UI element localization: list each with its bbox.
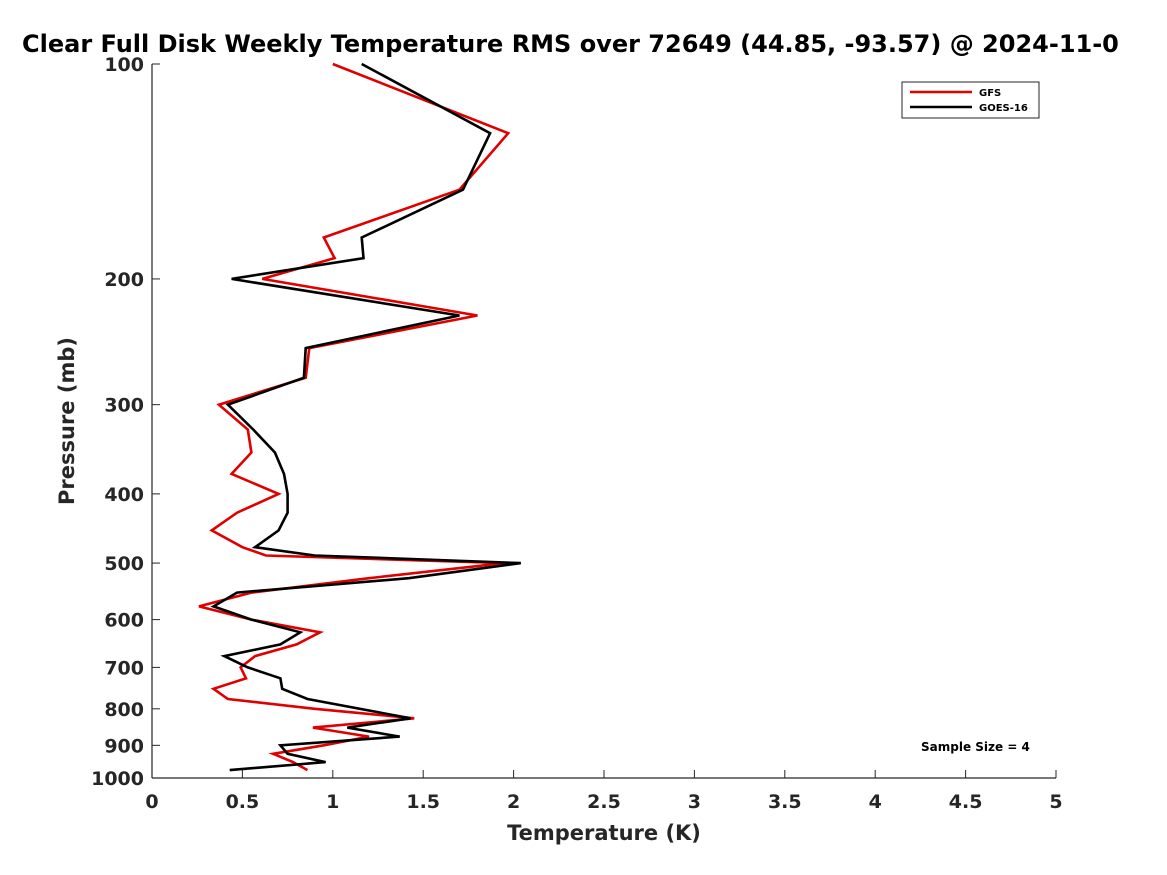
y-tick-label: 800 [104, 699, 144, 721]
y-axis-label: Pressure (mb) [55, 337, 79, 505]
x-tick-label: 2 [507, 791, 520, 813]
series-layer [198, 62, 521, 772]
legend-label-gfs: GFS [979, 88, 1001, 99]
legend-box [901, 81, 1040, 119]
x-tick-label: 4 [869, 791, 882, 813]
x-tick-label: 1 [326, 791, 339, 813]
y-tick-label: 100 [104, 54, 144, 76]
series-line-gfs [198, 62, 511, 772]
x-tick-label: 1.5 [406, 791, 440, 813]
y-tick-label: 200 [104, 269, 144, 291]
x-tick-label: 3 [688, 791, 701, 813]
sample-size-annotation: Sample Size = 4 [921, 740, 1030, 754]
plot-area [151, 64, 1056, 779]
x-axis-ticks: 0 0.5 1 1.5 2 2.5 3 3.5 4 4.5 5 [145, 770, 1063, 813]
y-tick-label: 700 [104, 657, 144, 679]
x-tick-label: 4.5 [949, 791, 983, 813]
x-tick-label: 3.5 [768, 791, 802, 813]
y-tick-label: 300 [104, 395, 144, 417]
y-tick-label: 900 [104, 735, 144, 757]
y-tick-label: 1000 [91, 768, 144, 790]
x-tick-label: 0.5 [226, 791, 260, 813]
x-tick-label: 2.5 [587, 791, 621, 813]
x-axis-label: Temperature (K) [507, 821, 701, 845]
y-tick-label: 500 [104, 553, 144, 575]
legend-label-goes16: GOES-16 [979, 103, 1028, 114]
y-axis-ticks: 100 200 300 400 500 600 700 800 900 1000 [91, 54, 160, 790]
series-line-goes16 [210, 62, 521, 772]
y-tick-label: 400 [104, 484, 144, 506]
legend: GFS GOES-16 [901, 81, 1040, 119]
chart-title: Clear Full Disk Weekly Temperature RMS o… [22, 30, 1119, 58]
x-tick-label: 0 [145, 791, 158, 813]
x-tick-label: 5 [1049, 791, 1062, 813]
y-tick-label: 600 [104, 610, 144, 632]
